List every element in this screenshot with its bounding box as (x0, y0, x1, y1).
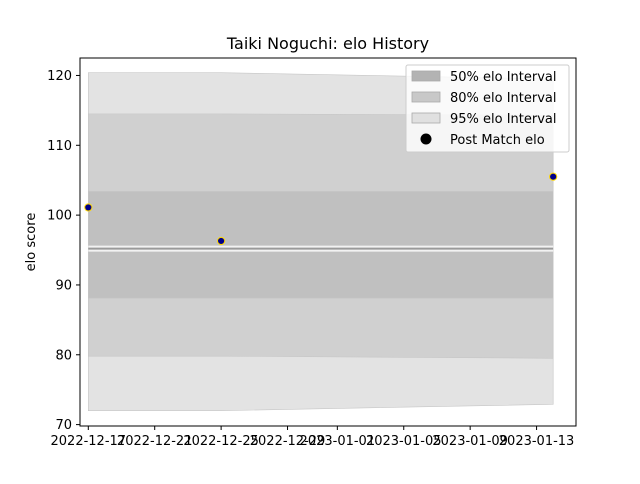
y-tick-label: 80 (55, 348, 72, 363)
legend: 50% elo Interval 80% elo Interval 95% elo … (405, 64, 570, 153)
post-match-point (84, 203, 93, 212)
band-50-elo-interval (88, 191, 554, 299)
y-tick-label: 110 (47, 139, 72, 154)
x-tick-label: 2023-01-01 (300, 434, 376, 449)
legend-marker-post-match-elo (420, 133, 432, 145)
x-tick-label: 2022-12-17 (51, 434, 127, 449)
y-tick-label: 90 (55, 278, 72, 293)
y-tick-label: 100 (47, 209, 72, 224)
post-match-points (84, 172, 558, 246)
y-tick-label: 120 (47, 69, 72, 84)
chart-title: Taiki Noguchi: elo History (226, 34, 429, 53)
x-tick-label: 2023-01-05 (366, 434, 442, 449)
x-axis-ticks: 2022-12-172022-12-212022-12-252022-12-29… (51, 426, 575, 449)
axes (79, 57, 577, 427)
x-tick-label: 2023-01-09 (432, 434, 508, 449)
legend-swatch-80-elo-interval (411, 91, 441, 103)
legend-label: 50% elo Interval (450, 70, 557, 85)
x-tick-label: 2022-12-25 (183, 434, 259, 449)
legend-swatch-95-elo-interval (411, 112, 441, 124)
legend-label: 95% elo Interval (450, 112, 557, 127)
axes-frame (79, 57, 577, 427)
legend-box (405, 64, 570, 153)
legend-label: Post Match elo (450, 133, 545, 148)
legend-label: 80% elo Interval (450, 91, 557, 106)
post-match-point (217, 236, 226, 246)
y-tick-label: 70 (55, 418, 72, 433)
x-tick-label: 2022-12-21 (117, 434, 193, 449)
y-axis-ticks: 70 80 90 100 110 120 (47, 69, 80, 433)
legend-swatch-50-elo-interval (411, 70, 441, 82)
post-match-point (549, 172, 558, 181)
x-tick-label: 2023-01-13 (499, 434, 575, 449)
y-axis-label: elo score (24, 213, 39, 272)
x-tick-label: 2022-12-29 (250, 434, 326, 449)
interval-bands (88, 72, 554, 411)
